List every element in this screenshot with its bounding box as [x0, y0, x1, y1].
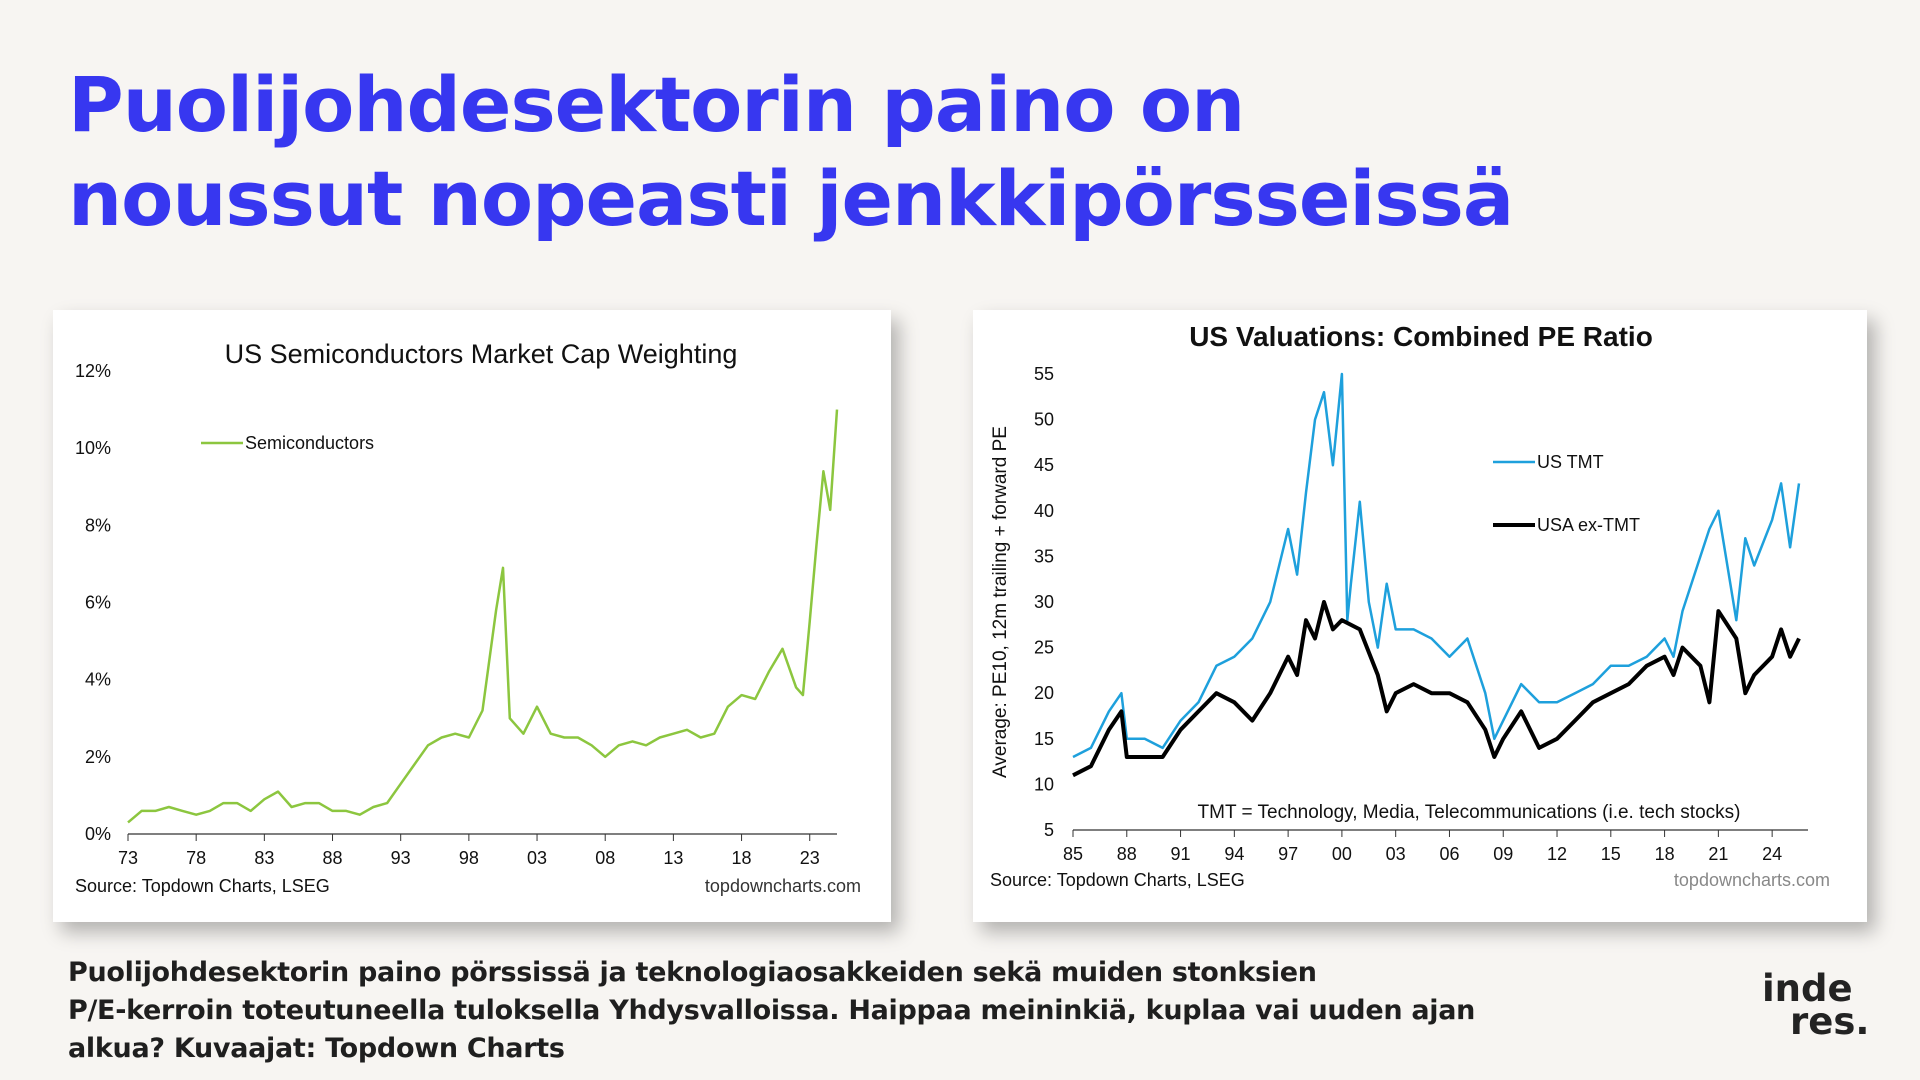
x-tick-label: 83: [254, 848, 274, 868]
x-tick-label: 18: [1655, 844, 1675, 864]
legend-label: USA ex-TMT: [1537, 515, 1640, 535]
y-tick-label: 10%: [75, 438, 111, 458]
chart-source: Source: Topdown Charts, LSEG: [75, 876, 330, 896]
y-tick-label: 20: [1034, 683, 1054, 703]
logo-line-2: res.: [1790, 1000, 1870, 1043]
y-tick-label: 12%: [75, 361, 111, 381]
combined-pe-ratio-chart: US Valuations: Combined PE Ratio 5 10 15 20 2…: [973, 310, 1867, 922]
chart-watermark: topdowncharts.com: [1674, 870, 1830, 890]
x-tick-label: 78: [186, 848, 206, 868]
x-tick-label: 88: [1117, 844, 1137, 864]
x-tick-label: 91: [1171, 844, 1191, 864]
caption-line-2: P/E-kerroin toteutuneella tuloksella Yhd…: [68, 995, 1476, 1026]
legend-label: Semiconductors: [245, 433, 374, 453]
headline-line-2: noussut nopeasti jenkkipörsseissä: [68, 154, 1514, 243]
x-tick-label: 97: [1278, 844, 1298, 864]
y-tick-label: 4%: [85, 670, 111, 690]
chart-annotation: TMT = Technology, Media, Telecommunicati…: [1198, 802, 1741, 823]
chart-watermark: topdowncharts.com: [705, 876, 861, 896]
y-tick-label: 40: [1034, 501, 1054, 521]
chart-title: US Valuations: Combined PE Ratio: [1189, 321, 1653, 352]
y-tick-label: 55: [1034, 364, 1054, 384]
x-tick-label: 24: [1762, 844, 1782, 864]
x-tick-label: 12: [1547, 844, 1567, 864]
x-tick-label: 06: [1439, 844, 1459, 864]
y-tick-label: 6%: [85, 593, 111, 613]
x-tick-label: 73: [118, 848, 138, 868]
y-tick-label: 25: [1034, 638, 1054, 658]
series-line-usa-ex-tmt: [1072, 600, 1801, 778]
headline-line-1: Puolijohdesektorin paino on: [68, 60, 1245, 149]
x-tick-label: 15: [1601, 844, 1621, 864]
x-tick-label: 00: [1332, 844, 1352, 864]
x-tick-label: 18: [732, 848, 752, 868]
chart-title: US Semiconductors Market Cap Weighting: [225, 339, 738, 369]
y-tick-label: 10: [1034, 774, 1054, 794]
semiconductor-weight-chart-svg: US Semiconductors Market Cap Weighting 0%…: [75, 339, 861, 896]
y-tick-label: 45: [1034, 455, 1054, 475]
y-tick-label: 15: [1034, 729, 1054, 749]
x-tick-label: 13: [663, 848, 683, 868]
x-tick-label: 93: [391, 848, 411, 868]
series-line-us-tmt: [1072, 372, 1801, 759]
x-tick-label: 03: [1386, 844, 1406, 864]
page-headline: Puolijohdesektorin paino on noussut nope…: [68, 58, 1668, 246]
y-tick-label: 30: [1034, 592, 1054, 612]
chart-source: Source: Topdown Charts, LSEG: [990, 870, 1245, 890]
x-tick-label: 98: [459, 848, 479, 868]
logo-line-1: inde: [1762, 967, 1853, 1010]
x-tick-label: 21: [1708, 844, 1728, 864]
x-tick-label: 09: [1493, 844, 1513, 864]
caption-line-1: Puolijohdesektorin paino pörssissä ja te…: [68, 957, 1317, 988]
y-tick-label: 50: [1034, 410, 1054, 430]
semiconductor-weight-chart: US Semiconductors Market Cap Weighting 0%…: [53, 310, 891, 922]
x-tick-label: 85: [1063, 844, 1083, 864]
figure-caption: Puolijohdesektorin paino pörssissä ja te…: [68, 954, 1568, 1068]
x-tick-label: 03: [527, 848, 547, 868]
y-tick-label: 2%: [85, 747, 111, 767]
legend-label: US TMT: [1537, 452, 1604, 472]
x-tick-label: 08: [595, 848, 615, 868]
y-tick-label: 8%: [85, 515, 111, 535]
x-tick-label: 88: [323, 848, 343, 868]
caption-line-3: alkua? Kuvaajat: Topdown Charts: [68, 1033, 565, 1064]
y-tick-label: 5: [1044, 820, 1054, 840]
series-line-semiconductors: [127, 409, 839, 824]
y-tick-label: 35: [1034, 546, 1054, 566]
y-axis-label: Average: PE10, 12m trailing + forward PE: [990, 426, 1011, 778]
inderes-logo: inde res.: [1762, 967, 1882, 1043]
y-tick-label: 0%: [85, 824, 111, 844]
combined-pe-ratio-chart-svg: US Valuations: Combined PE Ratio 5 10 15 20 2…: [990, 321, 1830, 890]
x-tick-label: 94: [1224, 844, 1244, 864]
x-tick-label: 23: [800, 848, 820, 868]
